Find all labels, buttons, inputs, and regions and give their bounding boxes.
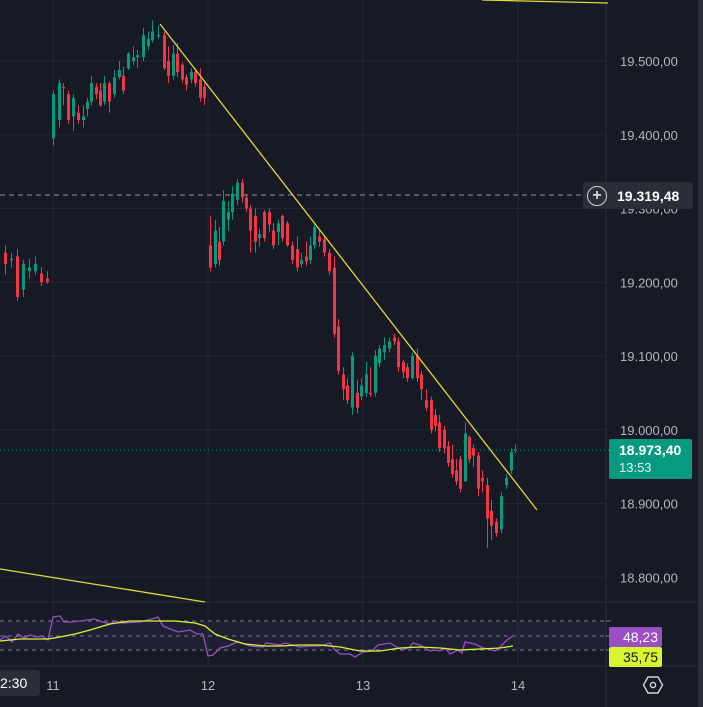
trendline-upper-line[interactable] — [481, 0, 609, 4]
price-tick-label: 19.200,00 — [620, 275, 678, 290]
chart-settings-button[interactable] — [642, 674, 664, 696]
rsi-indicator — [0, 615, 606, 658]
time-tick-label: 12 — [201, 678, 215, 693]
candlestick-series — [4, 20, 517, 548]
last-price-label: 18.973,40 13:53 — [609, 439, 692, 479]
price-tick-label: 19.500,00 — [620, 54, 678, 69]
price-tick-label: 19.100,00 — [620, 349, 678, 364]
time-tick-label: 13 — [356, 678, 370, 693]
trendlines[interactable] — [0, 0, 609, 603]
crosshair-price-value: 19.319,48 — [617, 187, 680, 204]
hexagon-settings-icon — [642, 676, 664, 694]
time-axis[interactable]: 11 12 13 14 — [46, 678, 525, 693]
price-tick-label: 19.000,00 — [620, 423, 678, 438]
right-scrollbar[interactable] — [698, 0, 703, 707]
last-price-value: 18.973,40 — [619, 442, 682, 458]
rsi-value-label: 48,23 — [609, 627, 662, 647]
price-tick-label: 19.400,00 — [620, 128, 678, 143]
plus-circle-icon[interactable]: + — [587, 185, 607, 206]
time-tick-label: 11 — [46, 678, 60, 693]
price-axis[interactable]: 19.500,0019.400,0019.300,0019.200,0019.1… — [606, 54, 678, 651]
time-tick-label: 14 — [511, 678, 525, 693]
trendline-lower-support[interactable] — [0, 568, 206, 603]
rsi-ma-value-label: 35,75 — [609, 647, 662, 667]
time-crosshair-label: 2:30 — [0, 670, 40, 696]
trendline-main-downtrend[interactable] — [159, 23, 538, 511]
crosshair-price-label[interactable]: + 19.319,48 — [583, 182, 693, 209]
price-tick-label: 18.900,00 — [620, 497, 678, 512]
bar-countdown: 13:53 — [619, 460, 652, 475]
price-tick-label: 18.800,00 — [620, 570, 678, 585]
